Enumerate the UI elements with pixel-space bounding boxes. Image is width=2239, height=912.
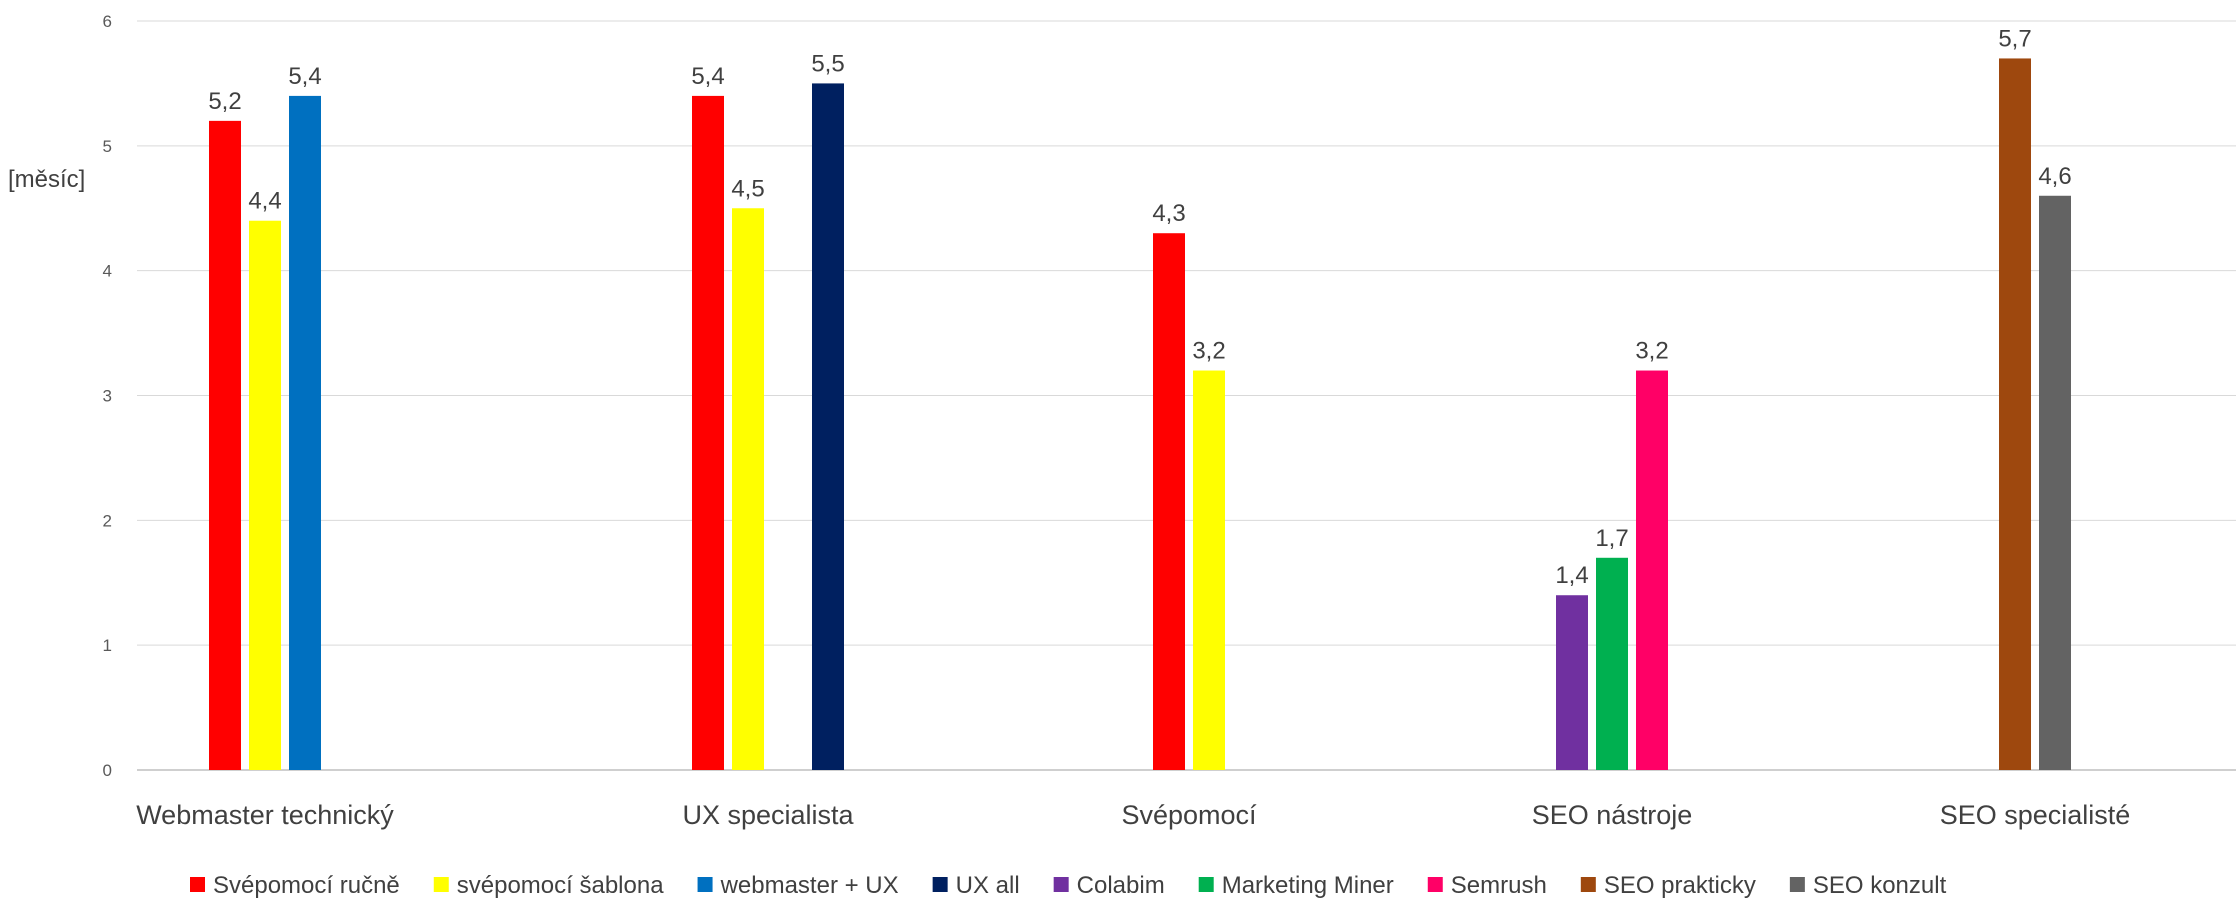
y-axis-label: [měsíc] [8,166,85,193]
y-tick-label: 4 [103,262,112,281]
legend-item: Semrush [1427,872,1547,899]
data-label: 5,7 [1998,25,2031,52]
data-label: 4,6 [2038,163,2071,190]
legend-label: webmaster + UX [720,872,899,899]
data-label: 3,2 [1635,338,1668,365]
data-label: 5,5 [811,50,844,77]
data-label: 1,7 [1595,525,1628,552]
legend-label: Semrush [1451,872,1547,899]
legend-label: Svépomocí ručně [213,872,400,899]
legend-item: Colabim [1053,872,1165,899]
y-tick-label: 6 [103,12,112,31]
legend-label: SEO konzult [1813,872,1947,899]
y-tick-label: 5 [103,137,112,156]
x-axis-categories: Webmaster technický UX specialista Svépomo… [136,800,2130,830]
legend-swatch [1427,877,1443,892]
category-label: SEO specialisté [1940,800,2131,830]
bar [692,95,724,770]
category-label: UX specialista [682,800,854,830]
bar [1999,58,2031,770]
legend-label: SEO prakticky [1604,872,1756,899]
category-label: SEO nástroje [1532,800,1693,830]
data-label: 4,3 [1152,200,1185,227]
legend-item: UX all [932,872,1020,899]
legend-swatch [1580,877,1596,892]
bar [732,208,764,770]
legend-swatch [697,877,713,892]
legend-label: UX all [956,872,1020,899]
data-label: 5,2 [208,88,241,115]
gridlines [137,20,2236,771]
category-label: Webmaster technický [136,800,394,830]
legend-item: Marketing Miner [1198,872,1394,899]
y-tick-label: 2 [103,511,112,530]
legend-swatch [190,877,205,892]
y-tick-label: 3 [103,387,112,406]
legend-label: svépomocí šablona [457,872,664,899]
legend-swatch [1198,877,1214,892]
bar [1153,233,1185,770]
legend-label: Marketing Miner [1222,872,1394,899]
legend-swatch [932,877,948,892]
bar [1636,370,1668,770]
bar [209,120,241,770]
data-label: 5,4 [691,63,724,90]
bar [1193,370,1225,770]
legend-item: SEO konzult [1789,872,1947,899]
data-label: 1,4 [1555,562,1588,589]
bar [289,95,321,770]
bars [209,58,2071,770]
legend-label: Colabim [1077,872,1165,899]
bar [812,83,844,770]
bar [249,220,281,770]
y-tick-label: 0 [103,761,112,780]
legend-item: Svépomocí ručně [190,872,400,899]
legend-swatch [1053,877,1069,892]
y-tick-label: 1 [103,636,112,655]
legend-swatch [1789,877,1805,892]
bar [1596,557,1628,770]
data-label: 4,4 [248,188,281,215]
bar [2039,195,2071,770]
legend: Svépomocí ručně svépomocí šablona webmaste… [190,872,1947,899]
legend-item: svépomocí šablona [433,872,664,899]
data-label: 4,5 [731,175,764,202]
legend-swatch [433,877,449,892]
data-labels: 5,2 4,4 5,4 5,4 4,5 5,5 4,3 3,2 1,4 1,7 3,2 5,7 4,6 [208,25,2071,589]
y-axis-ticks: 0 1 2 3 4 5 6 [103,12,112,780]
bar [1556,595,1588,770]
data-label: 5,4 [288,63,321,90]
category-label: Svépomocí [1121,800,1257,830]
legend-item: webmaster + UX [697,872,899,899]
legend-item: SEO prakticky [1580,872,1756,899]
data-label: 3,2 [1192,338,1225,365]
